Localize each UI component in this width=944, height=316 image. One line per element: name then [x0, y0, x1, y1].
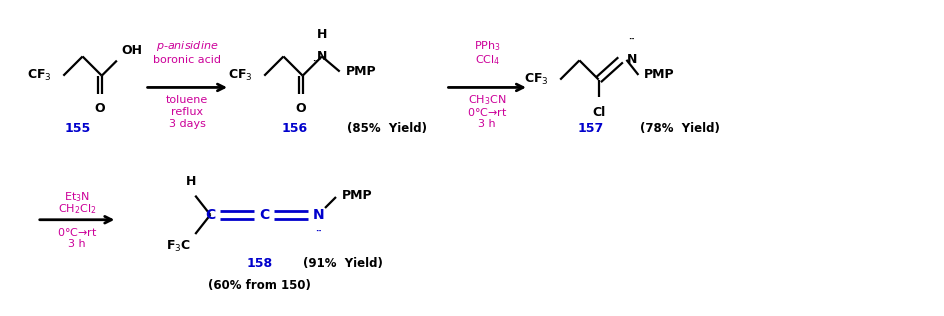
Text: $p$-anisidine: $p$-anisidine: [156, 39, 218, 53]
Text: 3 h: 3 h: [68, 239, 86, 249]
Text: O: O: [94, 102, 105, 115]
Text: C: C: [205, 208, 215, 222]
Text: ··: ··: [312, 58, 319, 66]
Text: (60% from 150): (60% from 150): [208, 279, 311, 292]
Text: (91%  Yield): (91% Yield): [303, 257, 383, 270]
Text: 3 h: 3 h: [478, 119, 496, 129]
Text: 0$\degree$C→rt: 0$\degree$C→rt: [57, 227, 97, 239]
Text: 3 days: 3 days: [169, 119, 206, 129]
Text: CF$_3$: CF$_3$: [26, 68, 52, 83]
Text: 155: 155: [65, 122, 91, 135]
Text: (78%  Yield): (78% Yield): [639, 122, 719, 135]
Text: boronic acid: boronic acid: [153, 55, 221, 65]
Text: 157: 157: [577, 122, 603, 135]
Text: N: N: [626, 53, 636, 66]
Text: CH$_3$CN: CH$_3$CN: [467, 93, 506, 107]
Text: 156: 156: [281, 122, 308, 135]
Text: (85%  Yield): (85% Yield): [346, 122, 427, 135]
Text: H: H: [316, 28, 327, 41]
Text: ··: ··: [314, 228, 321, 237]
Text: CF$_3$: CF$_3$: [523, 72, 548, 87]
Text: N: N: [316, 50, 327, 63]
Text: PMP: PMP: [342, 189, 372, 202]
Text: PPh$_3$: PPh$_3$: [473, 40, 500, 53]
Text: toluene: toluene: [166, 95, 209, 105]
Text: reflux: reflux: [171, 107, 203, 117]
Text: PMP: PMP: [346, 65, 376, 78]
Text: PMP: PMP: [644, 69, 674, 82]
Text: ··: ··: [628, 36, 634, 45]
Text: C: C: [259, 208, 269, 222]
Text: F$_3$C: F$_3$C: [166, 239, 191, 254]
Text: CH$_2$Cl$_2$: CH$_2$Cl$_2$: [58, 202, 96, 216]
Text: H: H: [186, 175, 196, 188]
Text: O: O: [295, 102, 306, 115]
Text: 158: 158: [246, 257, 272, 270]
Text: Et$_3$N: Et$_3$N: [64, 190, 90, 204]
Text: N: N: [312, 208, 324, 222]
Text: CF$_3$: CF$_3$: [228, 68, 252, 83]
Text: OH: OH: [122, 44, 143, 57]
Text: CCl$_4$: CCl$_4$: [474, 53, 499, 67]
Text: Cl: Cl: [591, 106, 604, 119]
Text: 0$\degree$C→rt: 0$\degree$C→rt: [466, 106, 507, 118]
